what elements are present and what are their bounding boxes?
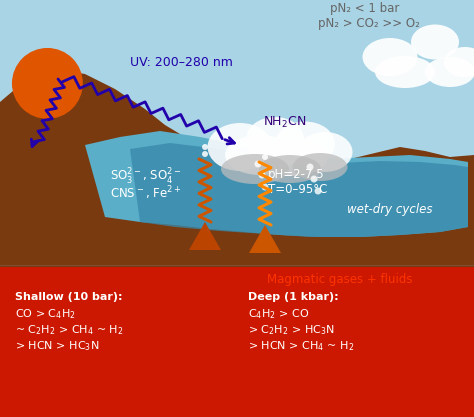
Circle shape (255, 161, 262, 168)
Polygon shape (0, 267, 474, 417)
Polygon shape (130, 143, 468, 237)
Polygon shape (85, 131, 468, 237)
Text: pN₂ > CO₂ >> O₂: pN₂ > CO₂ >> O₂ (318, 17, 420, 30)
Polygon shape (249, 225, 281, 253)
Ellipse shape (275, 121, 335, 166)
Circle shape (262, 154, 268, 160)
Ellipse shape (425, 57, 474, 87)
Circle shape (202, 144, 208, 150)
Circle shape (202, 151, 208, 157)
Circle shape (258, 171, 265, 178)
Text: CNS$^-$, Fe$^{2+}$: CNS$^-$, Fe$^{2+}$ (110, 184, 182, 202)
Ellipse shape (263, 138, 328, 176)
Ellipse shape (221, 154, 289, 184)
Text: Magmatic gases + fluids: Magmatic gases + fluids (267, 272, 413, 286)
Text: > HCN > HC$_3$N: > HCN > HC$_3$N (15, 339, 100, 353)
Text: Deep (1 kbar):: Deep (1 kbar): (248, 292, 338, 302)
Text: T=0–95°C: T=0–95°C (268, 183, 328, 196)
Text: pN₂ < 1 bar: pN₂ < 1 bar (330, 2, 400, 15)
Ellipse shape (375, 56, 435, 88)
Ellipse shape (259, 155, 321, 183)
Circle shape (12, 48, 83, 119)
Circle shape (310, 176, 318, 183)
Ellipse shape (225, 135, 295, 175)
Text: NH$_2$CN: NH$_2$CN (264, 115, 307, 130)
Text: > C$_2$H$_2$ > HC$_3$N: > C$_2$H$_2$ > HC$_3$N (248, 323, 335, 337)
Text: UV: 200–280 nm: UV: 200–280 nm (130, 55, 233, 68)
Circle shape (307, 163, 313, 171)
Ellipse shape (246, 117, 304, 161)
Text: wet-dry cycles: wet-dry cycles (347, 203, 433, 216)
Text: > HCN > CH$_4$ ~ H$_2$: > HCN > CH$_4$ ~ H$_2$ (248, 339, 354, 353)
Ellipse shape (292, 153, 347, 181)
Text: SO$_3^{2-}$, SO$_4^{2-}$: SO$_3^{2-}$, SO$_4^{2-}$ (110, 167, 182, 187)
Ellipse shape (208, 123, 273, 171)
Polygon shape (189, 222, 221, 250)
Ellipse shape (411, 25, 459, 60)
Text: CO > C$_4$H$_2$: CO > C$_4$H$_2$ (15, 307, 76, 321)
Text: pH=2-7.5: pH=2-7.5 (268, 168, 325, 181)
Text: C$_4$H$_2$ > CO: C$_4$H$_2$ > CO (248, 307, 309, 321)
Ellipse shape (444, 47, 474, 77)
Ellipse shape (363, 38, 418, 76)
Circle shape (262, 147, 268, 153)
Circle shape (262, 183, 268, 191)
Text: Shallow (10 bar):: Shallow (10 bar): (15, 292, 122, 302)
Circle shape (315, 188, 321, 194)
Text: ~ C$_2$H$_2$ > CH$_4$ ~ H$_2$: ~ C$_2$H$_2$ > CH$_4$ ~ H$_2$ (15, 323, 124, 337)
Polygon shape (0, 69, 474, 267)
Ellipse shape (298, 132, 353, 172)
